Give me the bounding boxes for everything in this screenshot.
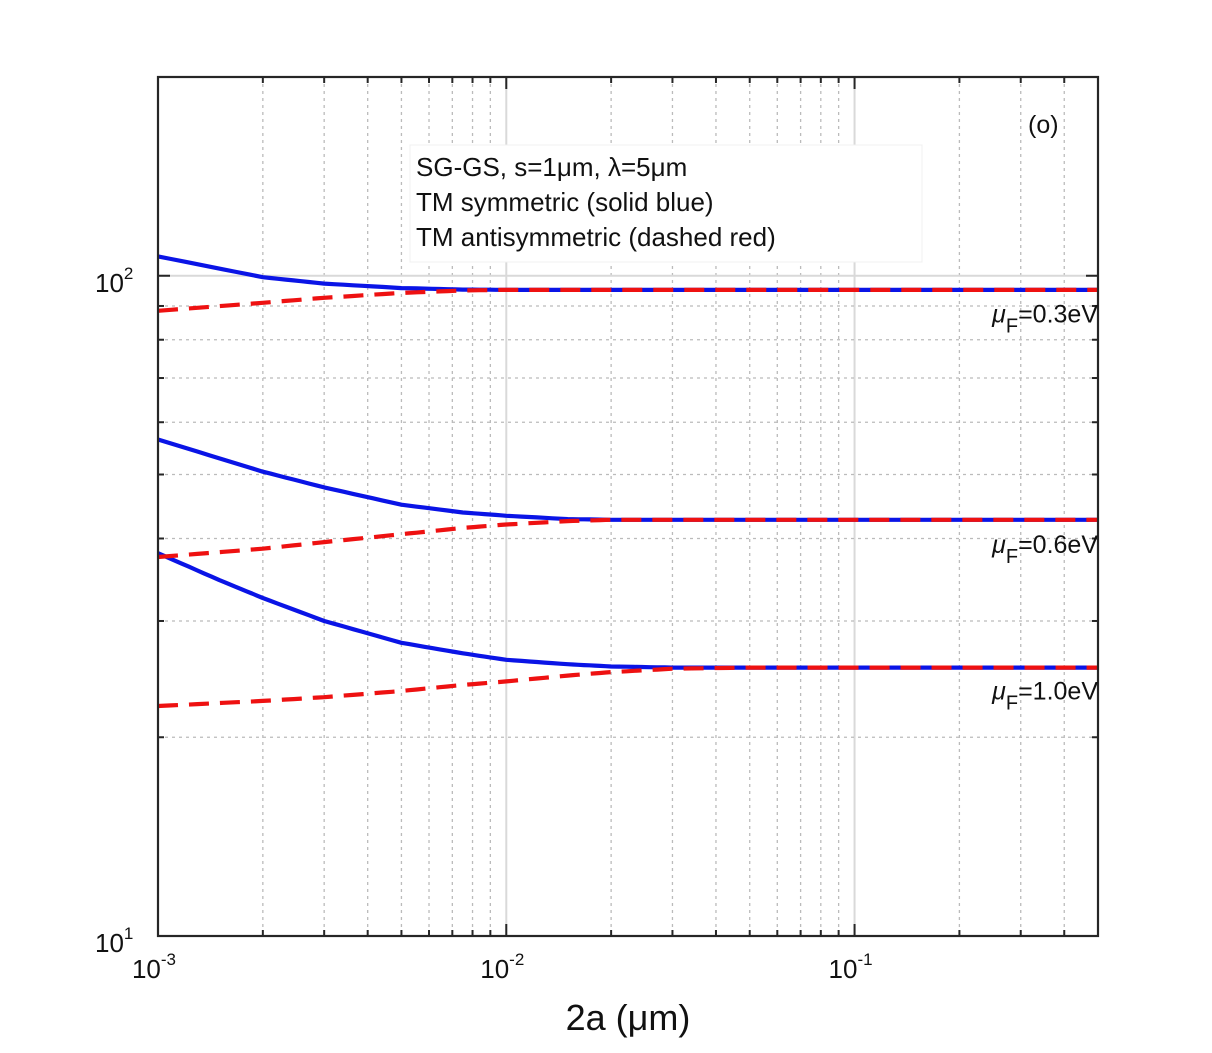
series-group [157, 254, 1098, 709]
series-line-antisymmetric-5 [157, 665, 1098, 709]
mu-f-annotation: μF=1.0eV [991, 678, 1098, 715]
mu-symbol: μ [991, 531, 1006, 559]
legend-line: TM symmetric (solid blue) [416, 187, 714, 217]
mu-value: =1.0eV [1018, 678, 1098, 706]
legend: SG-GS, s=1μm, λ=5μm TM symmetric (solid b… [409, 144, 923, 263]
panel-label: (o) [1028, 111, 1059, 139]
x-axis-label: 2a (μm) [566, 997, 691, 1038]
x-tick-exponent: -3 [161, 950, 176, 969]
mu-symbol: μ [991, 300, 1006, 328]
mu-symbol: μ [991, 678, 1006, 706]
axes-box [156, 75, 1100, 938]
x-tick-exponent: -2 [509, 950, 524, 969]
mu-f-annotation: μF=0.3eV [991, 300, 1098, 337]
legend-box [409, 144, 923, 263]
y-tick-label: 101 [95, 924, 133, 958]
mu-subscript: F [1006, 546, 1018, 568]
mu-f-annotation: μF=0.6eV [991, 531, 1098, 568]
y-tick-exponent: 2 [124, 264, 133, 283]
series-line-symmetric-2 [157, 551, 1098, 670]
mu-value: =0.3eV [1018, 300, 1098, 328]
mu-value: =0.6eV [1018, 531, 1098, 559]
series-line-antisymmetric-3 [157, 287, 1098, 313]
y-tick-exponent: 1 [124, 924, 133, 943]
series-line-antisymmetric-4 [157, 517, 1098, 560]
mu-subscript: F [1006, 315, 1018, 337]
x-tick-exponent: -1 [857, 950, 872, 969]
legend-line: TM antisymmetric (dashed red) [416, 222, 776, 252]
legend-line: SG-GS, s=1μm, λ=5μm [416, 152, 687, 182]
mu-subscript: F [1006, 693, 1018, 715]
axes [156, 75, 1100, 938]
